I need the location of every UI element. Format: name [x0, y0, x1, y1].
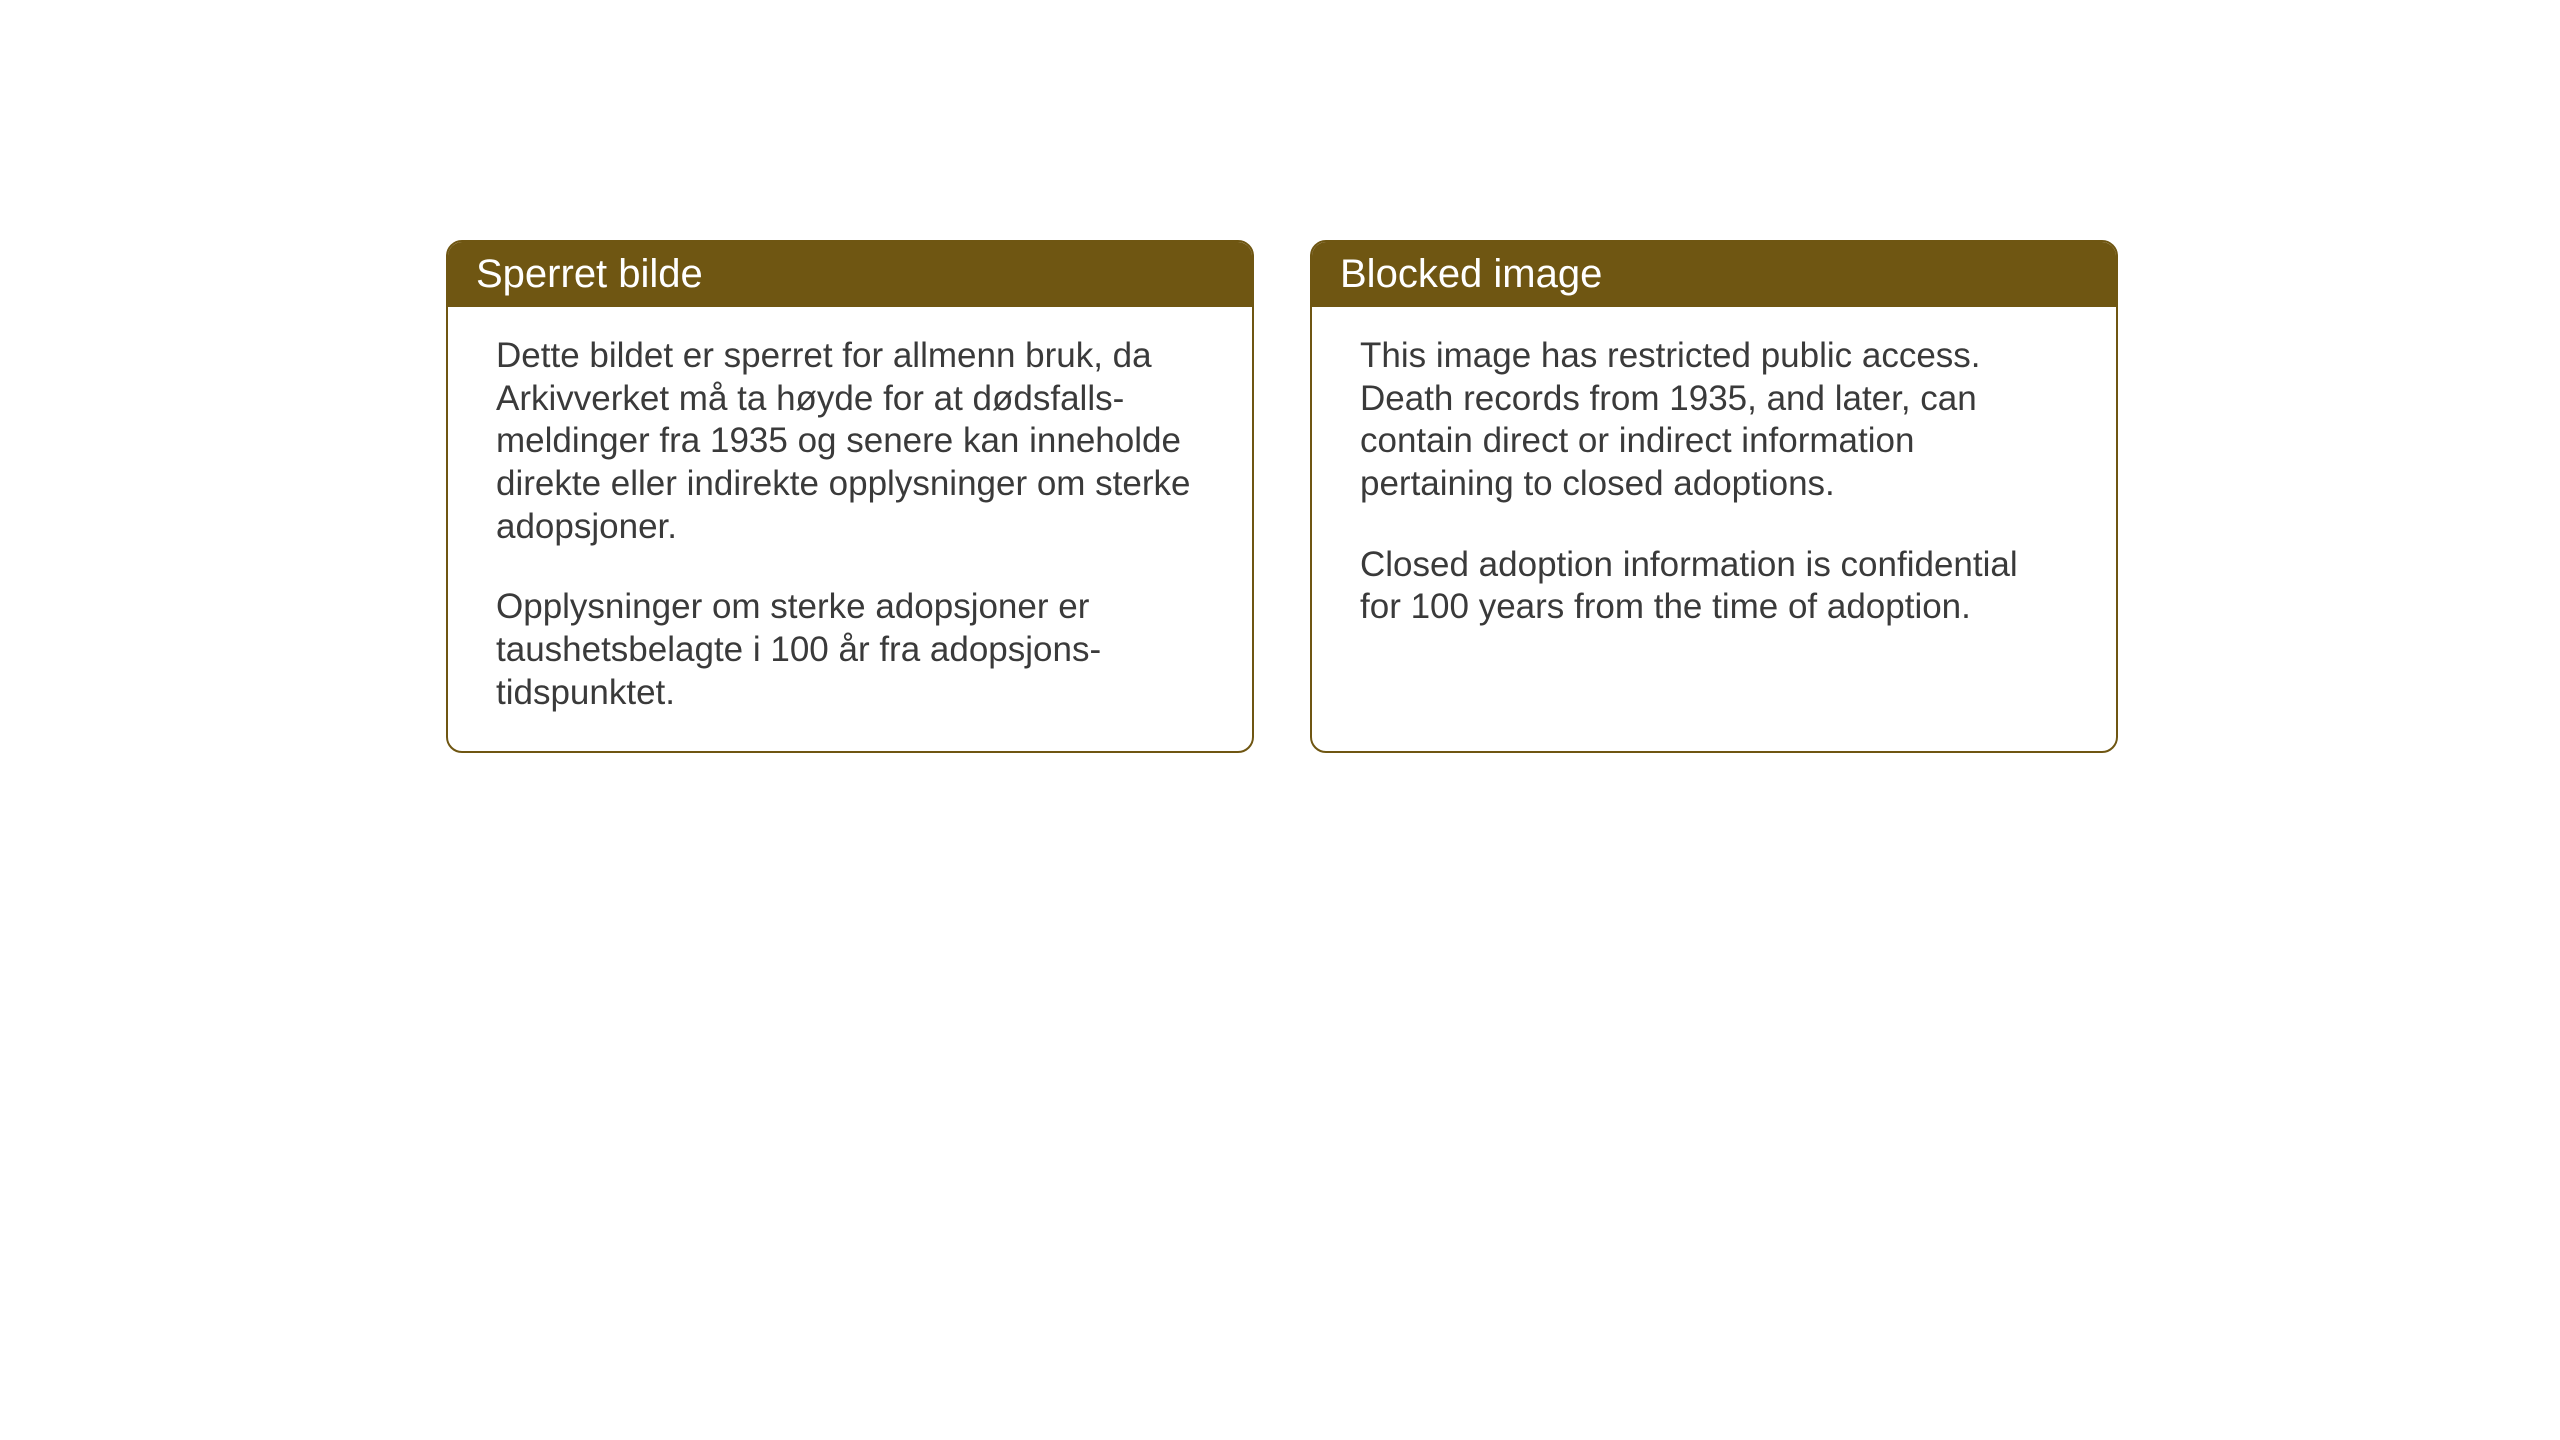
norwegian-paragraph-1: Dette bildet er sperret for allmenn bruk… [496, 335, 1204, 548]
english-notice-title: Blocked image [1312, 242, 2116, 307]
norwegian-notice-body: Dette bildet er sperret for allmenn bruk… [448, 307, 1252, 751]
norwegian-paragraph-2: Opplysninger om sterke adopsjoner er tau… [496, 586, 1204, 714]
english-paragraph-2: Closed adoption information is confident… [1360, 544, 2068, 629]
notice-container: Sperret bilde Dette bildet er sperret fo… [446, 240, 2118, 753]
norwegian-notice-title: Sperret bilde [448, 242, 1252, 307]
english-notice-box: Blocked image This image has restricted … [1310, 240, 2118, 753]
english-paragraph-1: This image has restricted public access.… [1360, 335, 2068, 506]
english-notice-body: This image has restricted public access.… [1312, 307, 2116, 665]
norwegian-notice-box: Sperret bilde Dette bildet er sperret fo… [446, 240, 1254, 753]
